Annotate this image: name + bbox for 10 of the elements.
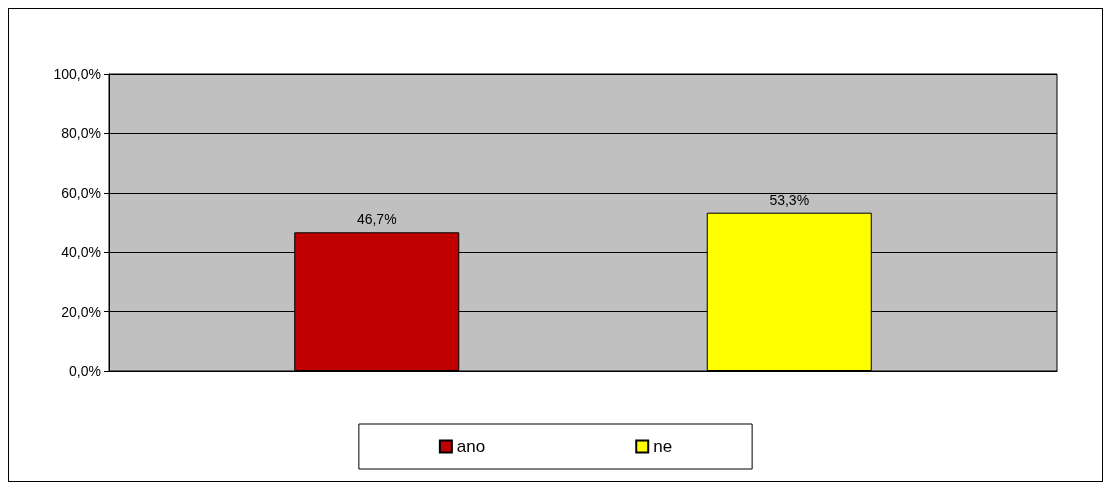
y-tick-label: 40,0%: [61, 244, 101, 261]
data-label: 53,3%: [769, 191, 810, 208]
y-tick-label: 0,0%: [69, 363, 101, 379]
legend-label: ne: [653, 437, 673, 456]
y-tick-label: 100,0%: [53, 66, 101, 82]
y-tick-label: 60,0%: [61, 184, 101, 201]
y-tick-label: 80,0%: [61, 125, 101, 142]
y-tick-label: 20,0%: [61, 303, 101, 320]
legend-label: ano: [456, 437, 486, 456]
data-label: 46,7%: [356, 211, 397, 228]
